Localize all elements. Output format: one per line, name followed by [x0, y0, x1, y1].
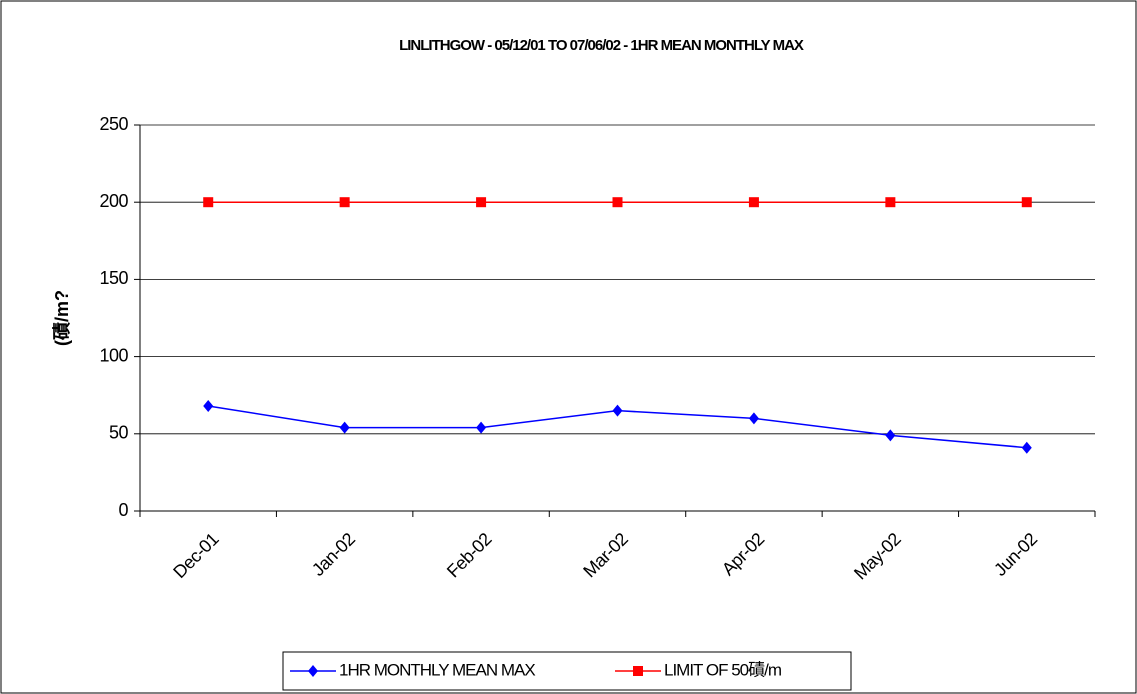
y-tick-label: 150 [99, 268, 128, 288]
data-point [339, 197, 350, 208]
data-point [203, 197, 214, 208]
chart-title: LINLITHGOW - 05/12/01 TO 07/06/02 - 1HR … [399, 37, 804, 54]
data-point [1021, 197, 1032, 208]
data-point [203, 400, 214, 413]
data-point [476, 421, 487, 434]
legend-marker [308, 665, 318, 677]
y-tick-label: 0 [118, 500, 128, 520]
data-point [1021, 441, 1032, 454]
y-tick-label: 250 [99, 114, 128, 134]
y-tick-label: 100 [99, 345, 128, 365]
data-point [476, 197, 487, 208]
legend-box [282, 651, 852, 691]
data-point [885, 429, 896, 442]
data-point [612, 404, 623, 417]
y-tick-label: 200 [99, 191, 128, 211]
data-point [339, 421, 350, 434]
y-axis-label: (磧/m? [51, 290, 72, 346]
data-point [748, 197, 759, 208]
legend-marker [633, 666, 643, 676]
legend-label: 1HR MONTHLY MEAN MAX [339, 660, 535, 679]
data-point [885, 197, 896, 208]
data-point [612, 197, 623, 208]
y-tick-label: 50 [109, 423, 129, 443]
legend-label: LIMIT OF 50磧/m [664, 660, 782, 679]
data-point [748, 412, 759, 425]
